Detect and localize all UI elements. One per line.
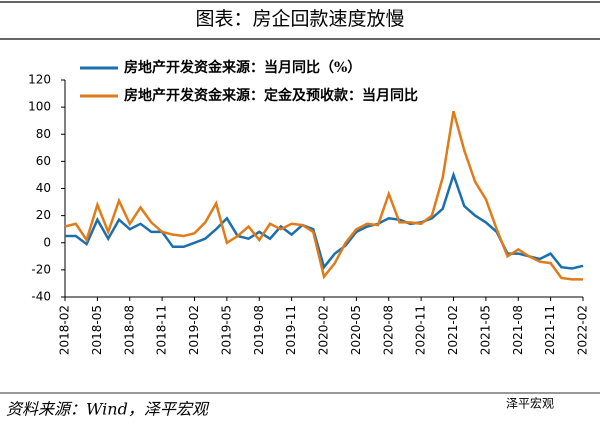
x-tick-label: 2019-05 <box>219 305 233 355</box>
legend-label: 房地产开发资金来源：定金及预收款：当月同比 <box>124 87 418 104</box>
x-tick-label: 2019-11 <box>284 305 298 355</box>
source-note: 资料来源：Wind，泽平宏观 <box>6 400 210 419</box>
y-tick-label: -40 <box>31 290 51 304</box>
y-tick-label: 120 <box>28 73 51 87</box>
x-tick-label: 2020-02 <box>317 305 331 355</box>
y-tick-label: 20 <box>36 208 51 222</box>
x-tick-label: 2019-02 <box>187 305 201 355</box>
x-tick-label: 2019-08 <box>252 305 266 355</box>
x-tick-label: 2018-02 <box>58 305 72 355</box>
x-tick-label: 2021-02 <box>446 305 460 355</box>
x-tick-label: 2021-11 <box>543 305 557 355</box>
y-tick-label: -20 <box>31 262 51 276</box>
x-tick-label: 2018-08 <box>122 305 136 355</box>
x-tick-label: 2020-05 <box>349 305 363 355</box>
series-line <box>64 110 583 281</box>
legend-label: 房地产开发资金来源：当月同比（%） <box>124 59 361 76</box>
x-tick-label: 2021-05 <box>478 305 492 355</box>
y-tick-label: 60 <box>36 154 51 168</box>
x-tick-label: 2018-05 <box>90 305 104 355</box>
y-tick-label: 0 <box>43 235 51 249</box>
x-tick-label: 2020-08 <box>381 305 395 355</box>
watermark: 泽平宏观 <box>506 396 554 411</box>
series-line <box>65 170 584 270</box>
y-tick-label: 40 <box>36 181 51 195</box>
chart-title: 图表：房企回款速度放慢 <box>195 8 404 30</box>
x-tick-label: 2022-02 <box>576 305 590 355</box>
y-tick-label: 80 <box>36 127 51 141</box>
x-tick-label: 2021-08 <box>511 305 525 355</box>
y-tick-label: 100 <box>28 100 51 114</box>
x-tick-label: 2020-11 <box>414 305 428 355</box>
x-tick-label: 2018-11 <box>155 305 169 355</box>
